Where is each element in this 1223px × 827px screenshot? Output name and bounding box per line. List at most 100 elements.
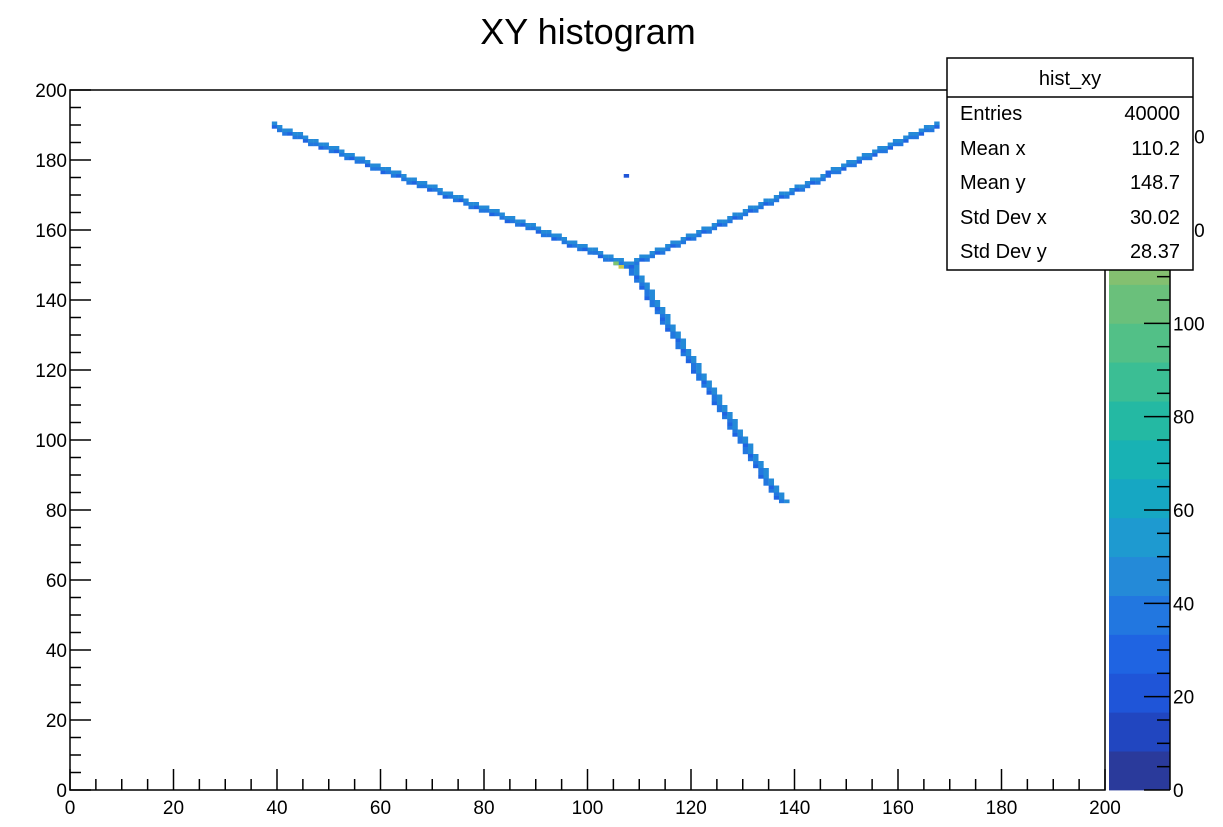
track-upper-left-cell xyxy=(561,240,568,245)
track-upper-right-cell xyxy=(856,156,862,161)
track-upper-left-cell xyxy=(525,226,531,231)
track-upper-left-cell xyxy=(282,128,288,133)
track-upper-left-cell xyxy=(478,205,485,210)
track-lower-cell xyxy=(680,338,687,343)
track-lower-cell xyxy=(691,370,697,374)
track-lower-cell xyxy=(659,310,666,315)
track-upper-left-cell xyxy=(308,139,314,143)
stats-box: hist_xy Entries 40000 Mean x 110.2 Mean … xyxy=(946,57,1194,271)
track-upper-left-cell xyxy=(463,202,469,206)
track-lower-cell xyxy=(644,289,650,294)
track-upper-right-cell xyxy=(830,167,837,171)
track-lower-cell xyxy=(696,363,702,367)
track-upper-left-cell xyxy=(597,251,604,255)
track-upper-left-cell xyxy=(396,174,402,178)
track-lower-cell xyxy=(711,394,718,399)
track-upper-left-cell xyxy=(608,258,614,262)
track-lower-cell xyxy=(742,440,749,444)
chart-title: XY histogram xyxy=(480,11,695,52)
track-lower-cell xyxy=(634,279,640,283)
track-upper-left-cell xyxy=(540,233,547,238)
track-upper-right-cell xyxy=(639,254,645,259)
track-upper-left-cell xyxy=(489,209,495,213)
track-upper-left-cell xyxy=(458,195,464,199)
track-lower-cell xyxy=(768,478,775,483)
track-upper-right-cell xyxy=(799,184,806,189)
track-upper-left-cell xyxy=(478,209,485,213)
track-lower-cell xyxy=(747,447,754,451)
track-lower-cell xyxy=(711,398,718,402)
stats-label-std-x: Std Dev x xyxy=(960,207,1047,229)
track-upper-right-cell xyxy=(877,149,883,154)
track-lower-cell xyxy=(763,482,769,486)
track-upper-right-cell xyxy=(929,128,935,133)
track-lower-cell xyxy=(670,324,676,329)
track-upper-left-cell xyxy=(427,188,433,192)
track-lower-cell xyxy=(644,293,650,297)
track-lower-cell xyxy=(722,405,728,409)
track-lower-cell xyxy=(680,349,687,353)
x-tick-label: 60 xyxy=(370,798,391,819)
track-upper-left-cell xyxy=(489,212,495,217)
track-upper-right-cell xyxy=(753,205,759,210)
track-upper-right-cell xyxy=(691,237,697,241)
y-tick-label: 80 xyxy=(46,501,67,522)
track-upper-left-cell xyxy=(484,209,490,213)
track-lower-cell xyxy=(675,342,681,346)
track-upper-left-cell xyxy=(308,142,314,147)
track-upper-right-cell xyxy=(747,205,754,210)
track-upper-left-cell xyxy=(551,233,557,238)
track-upper-right-cell xyxy=(887,146,894,150)
track-lower-cell xyxy=(706,380,712,385)
palette-band xyxy=(1109,401,1170,441)
y-tick-label: 20 xyxy=(46,711,67,732)
track-upper-left-cell xyxy=(535,230,542,234)
y-tick-label: 180 xyxy=(35,151,67,172)
track-upper-left-cell xyxy=(344,153,350,157)
track-lower-cell xyxy=(758,475,764,479)
track-upper-left-cell xyxy=(421,181,428,185)
track-upper-left-cell xyxy=(509,216,516,220)
track-upper-right-cell xyxy=(716,219,723,224)
track-upper-right-cell xyxy=(892,142,899,147)
track-upper-right-cell xyxy=(918,132,925,136)
track-upper-left-cell xyxy=(504,216,511,220)
track-lower-cell xyxy=(701,384,707,388)
track-upper-left-cell xyxy=(333,149,340,154)
track-upper-left-cell xyxy=(323,146,329,150)
stats-value-std-x: 30.02 xyxy=(1130,207,1180,229)
track-lower-cell xyxy=(649,300,655,304)
track-upper-left-cell xyxy=(566,244,573,248)
track-upper-left-cell xyxy=(375,163,381,168)
track-upper-left-cell xyxy=(473,202,480,206)
track-upper-right-cell xyxy=(665,244,671,248)
track-upper-right-cell xyxy=(685,233,692,238)
track-lower-cell xyxy=(763,468,769,472)
track-lower-cell xyxy=(727,412,733,416)
track-upper-left-cell xyxy=(566,240,573,245)
track-upper-left-cell xyxy=(571,244,578,248)
track-upper-left-cell xyxy=(535,226,542,231)
track-lower-cell xyxy=(716,401,723,406)
track-upper-left-cell xyxy=(623,261,630,266)
track-lower-cell xyxy=(747,457,754,462)
track-upper-right-cell xyxy=(675,240,681,245)
track-upper-left-cell xyxy=(530,226,536,231)
track-upper-right-cell xyxy=(649,254,655,259)
track-upper-left-cell xyxy=(344,156,350,161)
track-lower-cell xyxy=(722,408,728,413)
track-lower-cell xyxy=(727,422,733,427)
track-lower-cell xyxy=(773,492,780,497)
stats-label-mean-x: Mean x xyxy=(960,138,1026,160)
track-lower-cell xyxy=(784,499,790,504)
track-upper-right-cell xyxy=(810,181,816,185)
track-upper-right-cell xyxy=(851,160,857,164)
track-upper-left-cell xyxy=(380,170,386,175)
track-lower-cell xyxy=(691,363,697,367)
track-upper-right-cell xyxy=(644,254,650,259)
track-upper-left-cell xyxy=(530,223,536,227)
track-lower-cell xyxy=(691,356,697,360)
track-lower-cell xyxy=(768,489,775,493)
track-upper-left-cell xyxy=(556,237,562,241)
track-lower-cell xyxy=(639,282,645,287)
